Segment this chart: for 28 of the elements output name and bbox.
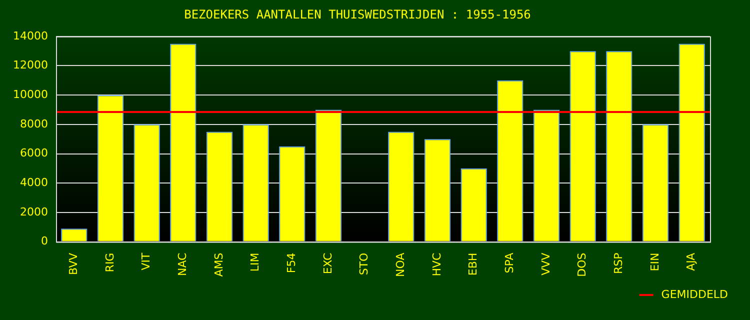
y-tick-label: 6000: [20, 146, 48, 160]
x-tick-label: LIM: [248, 252, 262, 272]
x-tick-label: RSP: [612, 252, 626, 274]
x-tick-label: F54: [285, 252, 298, 274]
x-tick-label: HVC: [430, 252, 444, 276]
y-tick-label: 2000: [20, 205, 48, 218]
legend-label: GEMIDDELD: [661, 288, 728, 301]
x-tick-label: AMS: [212, 252, 226, 277]
x-tick-label: DOS: [576, 252, 589, 277]
x-tick-label: EXC: [321, 252, 334, 274]
x-tick-label: NOA: [394, 252, 408, 277]
x-tick-label: STO: [358, 252, 371, 276]
chart-title: BEZOEKERS AANTALLEN THUISWEDSTRIJDEN : 1955-1956: [184, 7, 531, 22]
x-tick-label: AJA: [684, 252, 698, 271]
y-tick-label: 10000: [12, 88, 48, 101]
x-tick-label: BVV: [67, 252, 80, 276]
x-tick-label: EIN: [648, 252, 662, 272]
x-tick-label: EBH: [466, 252, 480, 276]
x-tick-label: RIG: [103, 252, 116, 272]
y-tick-label: 4000: [20, 176, 48, 189]
x-tick-label: VVV: [539, 252, 552, 276]
y-tick-label: 14000: [12, 29, 48, 42]
y-tick-label: 8000: [20, 117, 48, 130]
x-tick-label: SPA: [503, 252, 516, 274]
x-tick-label: VIT: [140, 252, 153, 270]
x-tick-label: NAC: [176, 252, 190, 276]
y-tick-label: 12000: [12, 58, 48, 72]
y-tick-label: 0: [40, 234, 48, 248]
